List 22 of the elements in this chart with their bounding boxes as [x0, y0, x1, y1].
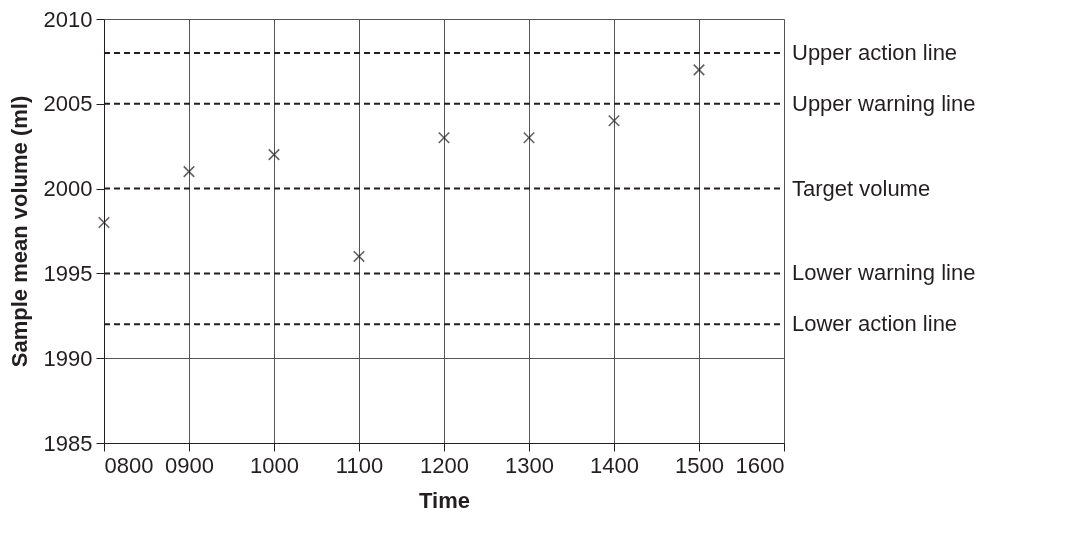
x-tick-label: 1000 — [250, 452, 299, 478]
x-tick-label: 0800 — [104, 452, 154, 478]
x-axis-title: Time — [419, 487, 470, 513]
x-tick-label: 1400 — [590, 452, 639, 478]
ref-line-label: Upper action line — [792, 39, 958, 65]
x-tick-label: 1100 — [335, 452, 384, 478]
x-tick-label: 1200 — [420, 452, 469, 478]
x-tick-label: 1600 — [735, 452, 785, 478]
ref-line-label: Target volume — [792, 175, 931, 201]
y-tick-label: 2005 — [43, 91, 93, 117]
ref-line-label: Upper warning line — [792, 90, 976, 116]
y-tick-label: 2010 — [43, 6, 93, 32]
x-tick-label: 1500 — [675, 452, 724, 478]
y-tick-label: 1990 — [43, 345, 93, 371]
y-tick-label: 2000 — [43, 176, 93, 202]
y-axis-title: Sample mean volume (ml) — [6, 95, 32, 368]
y-tick-label: 1995 — [43, 260, 93, 286]
ref-line-label: Lower action line — [792, 311, 958, 337]
y-tick-label: 1985 — [43, 430, 93, 456]
ref-line-label: Lower warning line — [792, 260, 976, 286]
x-tick-label: 1300 — [505, 452, 554, 478]
x-tick-label: 0900 — [165, 452, 214, 478]
